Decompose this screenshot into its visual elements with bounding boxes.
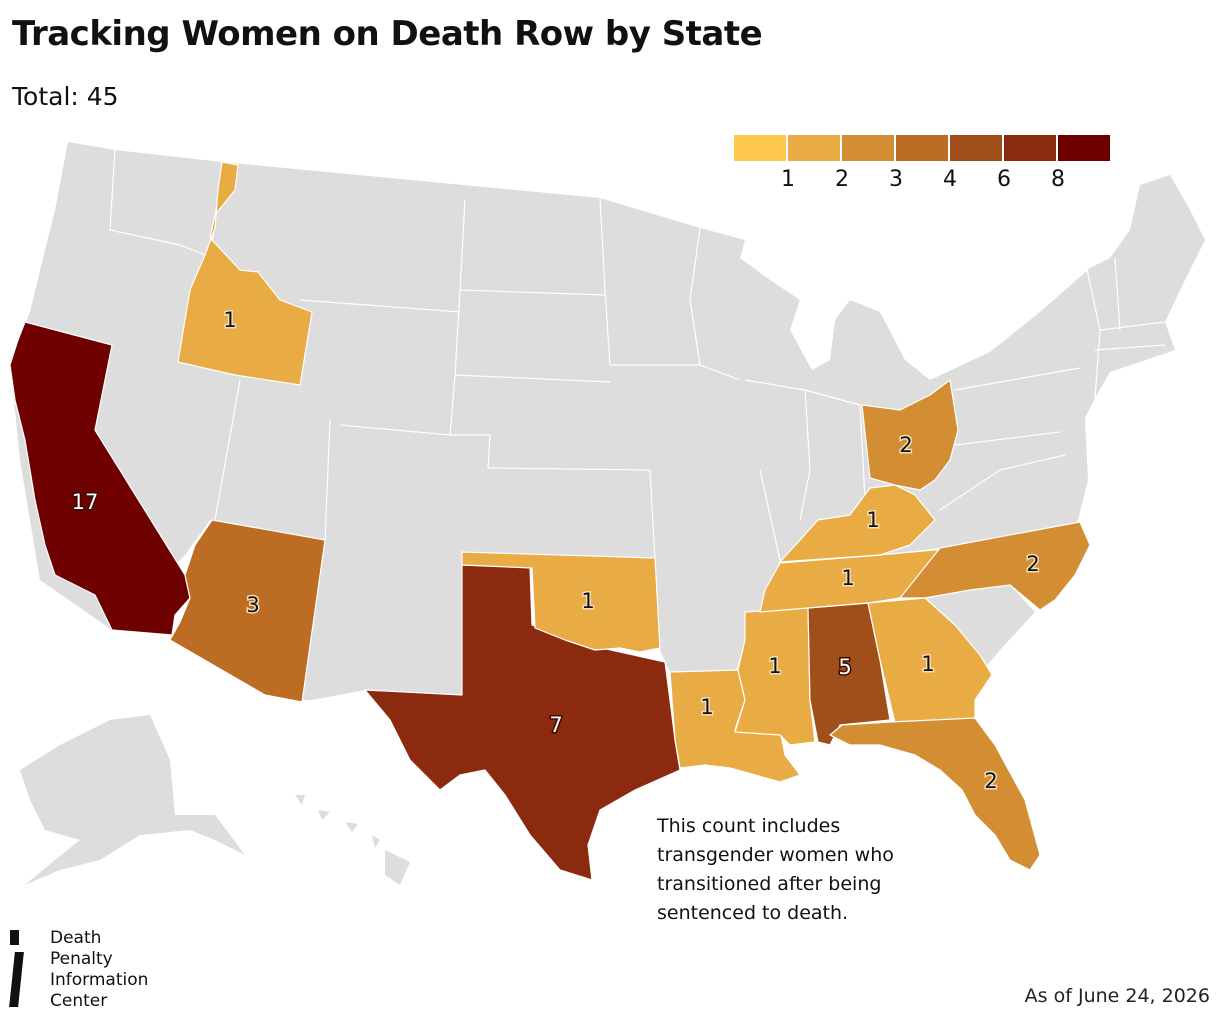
label-kentucky: 1 (866, 508, 879, 532)
logo-text: Death Penalty Information Center (50, 928, 148, 1012)
legend-swatch (842, 135, 894, 161)
legend-swatches (734, 135, 1112, 161)
dpic-logo: Death Penalty Information Center (9, 928, 148, 1012)
state-texas (364, 564, 681, 881)
label-texas: 7 (549, 713, 562, 737)
base-new-mexico (302, 540, 462, 700)
legend-swatch (788, 135, 840, 161)
state-north-carolina (899, 521, 1091, 611)
legend-label: 8 (1051, 167, 1065, 192)
as-of-date: As of June 24, 2026 (1024, 985, 1210, 1007)
label-north-carolina: 2 (1026, 552, 1039, 576)
logo-line: Information (50, 970, 149, 990)
chart-title: Tracking Women on Death Row by State (12, 14, 763, 54)
footnote: This count includes transgender women wh… (657, 815, 894, 924)
color-legend: 1 2 3 4 6 8 (734, 135, 1112, 195)
label-mississippi: 1 (768, 654, 781, 678)
colored-states (9, 161, 1091, 881)
base-hawaii (295, 795, 410, 885)
state-florida (829, 717, 1041, 871)
label-florida: 2 (984, 769, 997, 793)
legend-swatch (1058, 135, 1110, 161)
label-arizona: 3 (246, 593, 259, 617)
logo-line: Center (50, 991, 108, 1011)
state-oklahoma (461, 551, 661, 653)
state-california (9, 321, 191, 636)
legend-labels: 1 2 3 4 6 8 (734, 161, 1112, 195)
total-count: Total: 45 (12, 82, 119, 111)
legend-label: 3 (889, 167, 903, 192)
logo-line: Death (50, 928, 102, 948)
logo-line: Penalty (50, 949, 113, 969)
legend-swatch (734, 135, 786, 161)
label-tennessee: 1 (841, 566, 854, 590)
legend-swatch (896, 135, 948, 161)
state-tennessee (759, 547, 956, 613)
label-georgia: 1 (921, 652, 934, 676)
label-louisiana: 1 (700, 695, 713, 719)
label-ohio: 2 (899, 433, 912, 457)
legend-label: 4 (943, 167, 957, 192)
logo-mark-icon (9, 928, 40, 1008)
base-south-carolina (925, 585, 1035, 668)
legend-label: 1 (781, 167, 795, 192)
state-arizona (169, 519, 326, 703)
state-ohio (861, 379, 959, 491)
state-labels: 17 1 3 7 1 1 1 5 1 2 1 1 2 2 (70, 307, 1041, 795)
label-alabama: 5 (838, 655, 851, 679)
legend-swatch (1004, 135, 1056, 161)
label-oklahoma: 1 (581, 589, 594, 613)
legend-swatch (950, 135, 1002, 161)
label-california: 17 (72, 490, 99, 514)
state-georgia (867, 597, 993, 724)
legend-label: 6 (997, 167, 1011, 192)
base-alaska (20, 715, 245, 885)
base-arkansas-south (655, 560, 780, 675)
state-idaho (177, 161, 313, 386)
legend-label: 2 (835, 167, 849, 192)
label-idaho: 1 (223, 308, 236, 332)
